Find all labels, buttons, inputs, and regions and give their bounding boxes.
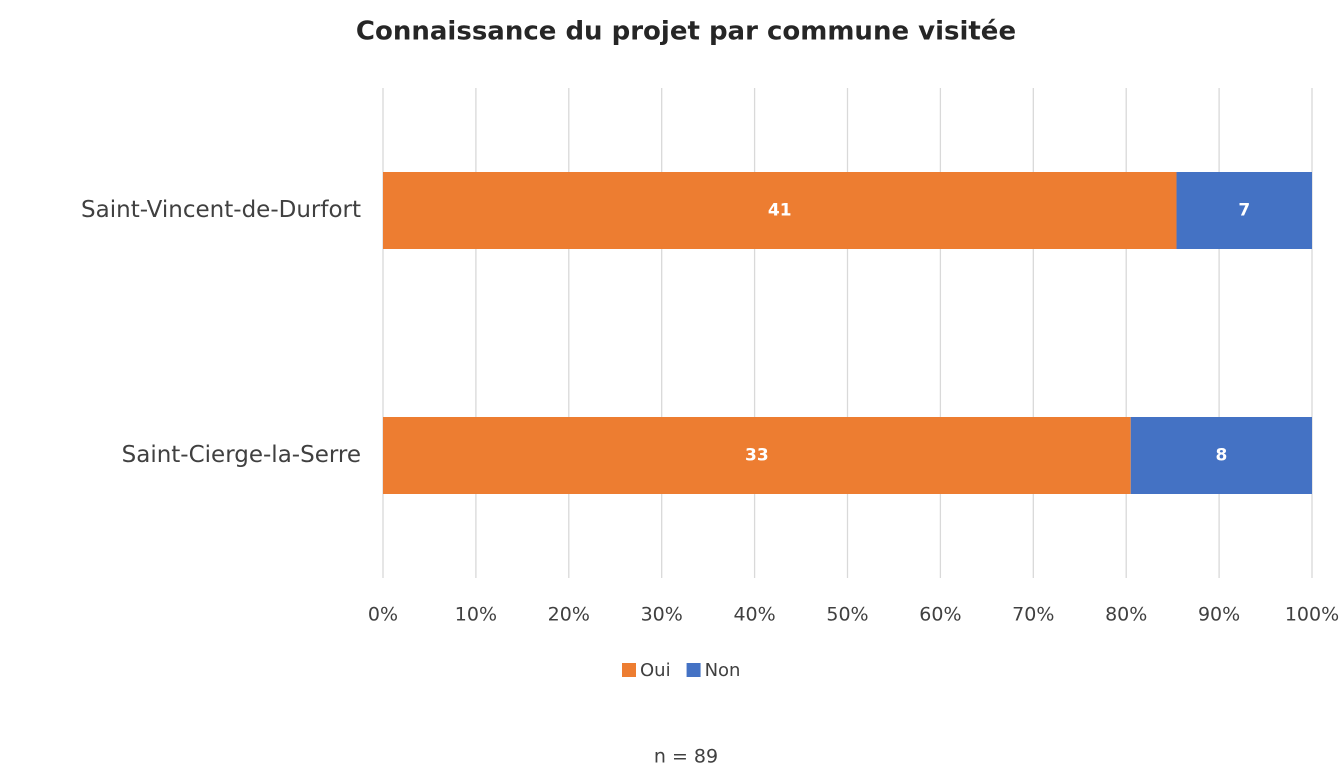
x-tick-label: 30%	[641, 604, 683, 626]
legend-label: Oui	[640, 660, 671, 681]
chart-title: Connaissance du projet par commune visit…	[356, 17, 1016, 47]
data-label: 8	[1215, 446, 1227, 466]
legend-swatch	[622, 663, 636, 677]
y-tick-label: Saint-Vincent-de-Durfort	[81, 197, 361, 223]
note: n = 89	[654, 746, 718, 768]
legend-swatch	[686, 663, 701, 677]
x-tick-label: 50%	[826, 604, 868, 626]
bar-segment	[1130, 417, 1312, 494]
x-tick-label: 60%	[919, 604, 961, 626]
bar-segment	[383, 417, 1131, 494]
data-label: 7	[1238, 201, 1250, 221]
x-tick-label: 0%	[368, 604, 398, 626]
legend-label: Non	[705, 660, 741, 681]
data-label: 33	[745, 446, 769, 466]
x-tick-label: 70%	[1012, 604, 1054, 626]
bar-segment	[1176, 172, 1312, 249]
x-tick-label: 10%	[455, 604, 497, 626]
x-tick-label: 80%	[1105, 604, 1147, 626]
data-label: 41	[768, 201, 792, 221]
bar-segment	[383, 172, 1177, 249]
y-tick-label: Saint-Cierge-la-Serre	[122, 442, 361, 468]
x-tick-label: 90%	[1198, 604, 1240, 626]
x-tick-label: 100%	[1285, 604, 1339, 626]
x-tick-label: 20%	[548, 604, 590, 626]
x-tick-label: 40%	[733, 604, 775, 626]
